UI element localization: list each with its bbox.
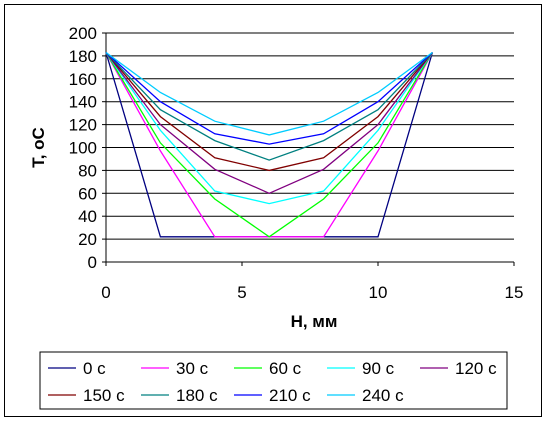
- legend-label: 60 с: [269, 359, 302, 378]
- y-tick-label: 160: [69, 70, 97, 89]
- series-line-5: [105, 52, 433, 172]
- legend-label: 30 с: [176, 359, 209, 378]
- legend-label: 210 с: [269, 386, 311, 405]
- y-tick-label: 140: [69, 93, 97, 112]
- x-axis-title: H, мм: [291, 312, 338, 331]
- y-tick-label: 200: [69, 24, 97, 43]
- y-tick-label: 60: [78, 184, 97, 203]
- y-tick-label: 40: [78, 207, 97, 226]
- legend-label: 180 с: [176, 386, 218, 405]
- legend-label: 90 с: [362, 359, 395, 378]
- y-tick-label: 180: [69, 47, 97, 66]
- series-line-6: [105, 52, 433, 161]
- series-line-4: [105, 52, 433, 195]
- x-tick-label: 15: [505, 283, 524, 302]
- series-line-3: [105, 52, 433, 205]
- legend-label: 240 с: [362, 386, 404, 405]
- y-tick-label: 0: [88, 253, 97, 272]
- legend-box: [39, 351, 508, 410]
- legend-label: 150 с: [83, 386, 125, 405]
- y-tick-label: 20: [78, 230, 97, 249]
- series-line-2: [105, 52, 433, 238]
- chart-frame: [4, 4, 542, 417]
- series-line-7: [105, 52, 433, 145]
- x-tick-label: 5: [237, 283, 246, 302]
- y-tick-label: 120: [69, 116, 97, 135]
- legend-label: 0 с: [83, 359, 106, 378]
- x-tick-label: 0: [101, 283, 110, 302]
- legend-label: 120 с: [455, 359, 497, 378]
- y-axis-title: T, oC: [29, 127, 48, 168]
- y-tick-label: 80: [78, 161, 97, 180]
- series-line-8: [105, 51, 433, 136]
- x-tick-label: 10: [369, 283, 388, 302]
- y-tick-label: 100: [69, 139, 97, 158]
